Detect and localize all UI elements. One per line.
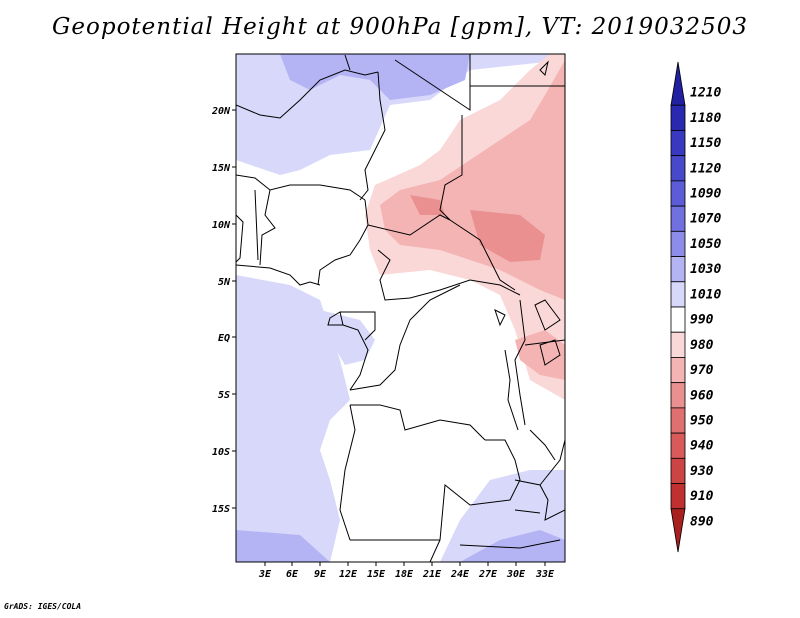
lat-label-5n: 5N bbox=[218, 277, 231, 288]
lat-label-10s: 10S bbox=[212, 447, 230, 458]
lat-label-20n: 20N bbox=[211, 106, 231, 117]
lat-label-15s: 15S bbox=[212, 504, 230, 515]
colorbar-swatch bbox=[670, 357, 686, 384]
lon-label-27e: 27E bbox=[478, 569, 498, 580]
colorbar-label: 970 bbox=[690, 363, 714, 378]
colorbar-swatch bbox=[670, 281, 686, 308]
colorbar-label: 1010 bbox=[690, 287, 721, 302]
colorbar-label: 1150 bbox=[690, 136, 721, 151]
colorbar-swatch bbox=[670, 508, 686, 553]
colorbar-swatch bbox=[670, 130, 686, 157]
lon-label-12e: 12E bbox=[339, 569, 358, 580]
lon-label-15e: 15E bbox=[367, 569, 386, 580]
colorbar-label: 890 bbox=[690, 514, 714, 529]
colorbar-label: 1070 bbox=[690, 212, 721, 227]
colorbar-label: 1030 bbox=[690, 262, 721, 277]
lon-label-33e: 33E bbox=[535, 569, 555, 580]
colorbar-swatch bbox=[670, 104, 686, 131]
map-frame bbox=[235, 53, 566, 563]
colorbar-swatch bbox=[670, 155, 686, 182]
lat-ticks bbox=[232, 109, 236, 509]
colorbar-label: 980 bbox=[690, 338, 714, 353]
lon-label-30e: 30E bbox=[506, 569, 526, 580]
lon-label-24e: 24E bbox=[450, 569, 470, 580]
colorbar-label: 1120 bbox=[690, 161, 721, 176]
lat-label-eq: EQ bbox=[218, 333, 230, 344]
height-field bbox=[236, 54, 565, 562]
colorbar-swatch bbox=[670, 483, 686, 510]
colorbar-swatch bbox=[670, 180, 686, 207]
colorbar-label: 950 bbox=[690, 414, 714, 429]
lon-label-3e: 3E bbox=[258, 569, 272, 580]
colorbar-swatch bbox=[670, 256, 686, 283]
colorbar-swatch bbox=[670, 457, 686, 484]
colorbar-label: 1050 bbox=[690, 237, 721, 252]
country-borders bbox=[236, 54, 565, 562]
colorbar-label: 960 bbox=[690, 388, 714, 403]
colorbar-label: 940 bbox=[690, 439, 714, 454]
lon-label-6e: 6E bbox=[286, 569, 299, 580]
colorbar-label: 910 bbox=[690, 489, 714, 504]
lon-ticks bbox=[264, 562, 546, 566]
grads-credit: GrADS: IGES/COLA bbox=[4, 602, 82, 611]
colorbar-label: 1090 bbox=[690, 187, 721, 202]
lon-label-18e: 18E bbox=[395, 569, 414, 580]
map-title: Geopotential Height at 900hPa [gpm], VT:… bbox=[52, 14, 748, 40]
colorbar: 1210 1180 1150 1120 1090 1070 1050 1030 1010 990 9… bbox=[670, 61, 721, 553]
lon-label-9e: 9E bbox=[314, 569, 327, 580]
colorbar-label: 930 bbox=[690, 464, 714, 479]
colorbar-swatch bbox=[670, 61, 686, 106]
colorbar-swatch bbox=[670, 407, 686, 434]
lon-label-21e: 21E bbox=[422, 569, 442, 580]
colorbar-label: 1180 bbox=[690, 111, 721, 126]
colorbar-label: 1210 bbox=[690, 86, 721, 101]
colorbar-swatch bbox=[670, 382, 686, 409]
colorbar-swatch bbox=[670, 432, 686, 459]
lat-label-10n: 10N bbox=[212, 220, 231, 231]
colorbar-swatch bbox=[670, 230, 686, 257]
colorbar-swatch bbox=[670, 331, 686, 358]
colorbar-label: 990 bbox=[690, 313, 714, 328]
colorbar-swatch bbox=[670, 306, 686, 333]
colorbar-swatch bbox=[670, 205, 686, 232]
lat-label-5s: 5S bbox=[218, 390, 230, 401]
lat-label-15n: 15N bbox=[212, 163, 231, 174]
